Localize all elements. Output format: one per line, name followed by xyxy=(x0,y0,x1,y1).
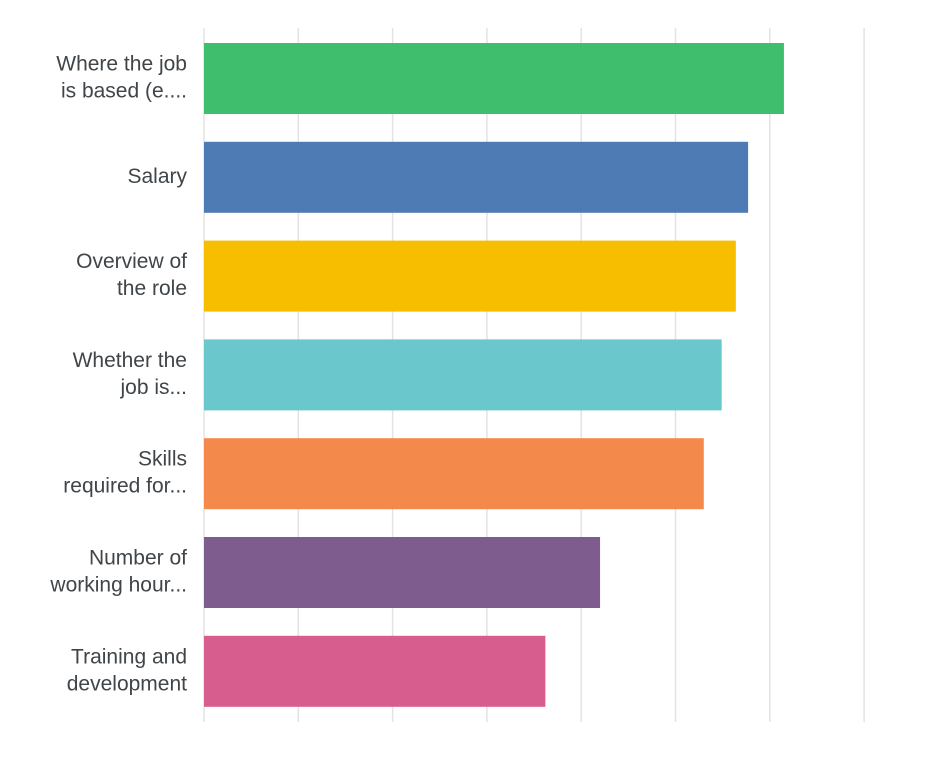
category-label-line: Skills xyxy=(138,448,187,471)
category-label-line: working hour... xyxy=(49,574,187,597)
bar[interactable] xyxy=(204,537,601,608)
bar[interactable] xyxy=(204,141,749,213)
category-label: Where the job is based (e.... xyxy=(56,53,187,103)
category-label: Overview of the role xyxy=(76,250,187,300)
category-label-line: is based (e.... xyxy=(61,80,187,103)
category-label-line: Overview of xyxy=(76,250,187,273)
category-label-line: Salary xyxy=(127,165,187,188)
category-label: Salary xyxy=(127,165,187,188)
bars xyxy=(204,43,784,707)
category-label: Skills required for... xyxy=(63,448,187,498)
category-label-line: job is... xyxy=(119,376,187,399)
bar[interactable] xyxy=(204,438,704,510)
bar[interactable] xyxy=(204,43,784,114)
category-label-line: Number of xyxy=(89,547,187,570)
category-label-line: Training and xyxy=(71,645,187,668)
category-label-line: the role xyxy=(117,277,187,300)
category-label: Training and development xyxy=(67,645,187,695)
category-label-line: Whether the xyxy=(73,349,187,372)
category-label-line: required for... xyxy=(63,475,187,498)
category-label: Whether the job is... xyxy=(73,349,187,399)
bar[interactable] xyxy=(204,635,546,707)
bar[interactable] xyxy=(204,240,736,312)
category-label: Number of working hour... xyxy=(49,547,187,597)
bar[interactable] xyxy=(204,339,722,411)
category-label-line: development xyxy=(67,672,187,695)
category-label-line: Where the job xyxy=(56,53,187,76)
category-labels: Where the job is based (e.... Salary Overvi… xyxy=(49,53,187,696)
